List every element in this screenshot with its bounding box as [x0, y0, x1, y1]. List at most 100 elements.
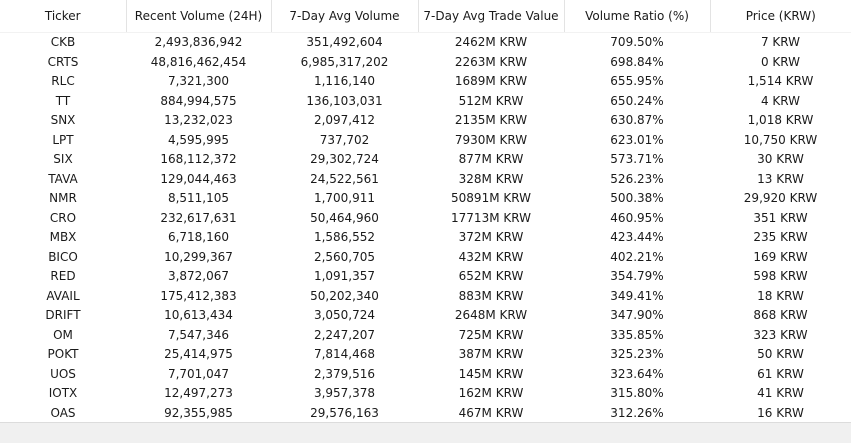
column-header-avg-trade-value[interactable]: 7-Day Avg Trade Value: [418, 0, 565, 33]
ticker-cell: BICO: [48, 249, 78, 264]
ticker-cell: LPT: [52, 132, 74, 147]
volume-ratio-cell: 315.80%: [610, 386, 664, 400]
table-row[interactable]: RLC 7,321,300 1,116,140 1689M KRW 655.95% 1,5…: [0, 72, 851, 92]
column-header-price[interactable]: Price (KRW): [710, 0, 851, 33]
volume-ratio-cell: 423.44%: [610, 230, 664, 244]
ticker-cell: NMR: [49, 191, 77, 205]
column-header-avg-volume[interactable]: 7-Day Avg Volume: [271, 0, 419, 33]
table-row[interactable]: MBX 6,718,160 1,586,552 372M KRW 423.44% 235 …: [0, 228, 851, 248]
recent-volume-cell: 3,872,067: [167, 269, 230, 283]
recent-volume-cell: 7,701,047: [167, 366, 230, 381]
volume-table: Ticker Recent Volume (24H) 7-Day Avg Vol…: [0, 0, 851, 423]
table-row[interactable]: NMR 8,511,105 1,700,911 50891M KRW 500.38% 29…: [0, 189, 851, 209]
table-row[interactable]: UOS 7,701,047 2,379,516 145M KRW 323.64% 61 K…: [0, 365, 851, 385]
recent-volume-cell: 13,232,023: [164, 113, 233, 127]
avg-trade-value-cell: 2648M KRW: [454, 308, 528, 322]
ticker-cell: DRIFT: [45, 308, 81, 322]
volume-ratio-cell: 698.84%: [610, 54, 664, 69]
table-row[interactable]: OM 7,547,346 2,247,207 725M KRW 335.85% 323 K…: [0, 326, 851, 346]
price-cell: 169 KRW: [753, 249, 808, 264]
column-header-volume-ratio[interactable]: Volume Ratio (%): [564, 0, 711, 33]
table-row[interactable]: CKB 2,493,836,942 351,492,604 2462M KRW 709.…: [0, 33, 851, 53]
table-row[interactable]: IOTX 12,497,273 3,957,378 162M KRW 315.80% 41…: [0, 384, 851, 404]
price-cell: 868 KRW: [753, 308, 808, 322]
table-row[interactable]: SNX 13,232,023 2,097,412 2135M KRW 630.87% 1,…: [0, 111, 851, 131]
ticker-cell: TAVA: [48, 171, 78, 186]
table-body: CKB 2,493,836,942 351,492,604 2462M KRW 709.…: [0, 33, 851, 423]
avg-volume-cell: 351,492,604: [306, 35, 383, 49]
avg-volume-cell: 1,586,552: [313, 230, 376, 244]
price-cell: 4 KRW: [760, 93, 801, 108]
table-row[interactable]: OAS 92,355,985 29,576,163 467M KRW 312.26% 16…: [0, 404, 851, 423]
avg-volume-cell: 2,560,705: [313, 249, 376, 264]
avg-volume-cell: 3,050,724: [313, 308, 376, 322]
recent-volume-cell: 10,613,434: [164, 308, 233, 322]
avg-volume-cell: 6,985,317,202: [300, 54, 389, 69]
price-cell: 29,920 KRW: [743, 191, 818, 205]
avg-trade-value-cell: 2263M KRW: [454, 54, 528, 69]
volume-table-panel: Ticker Recent Volume (24H) 7-Day Avg Vol…: [0, 0, 851, 423]
table-row[interactable]: BICO 10,299,367 2,560,705 432M KRW 402.21% 16…: [0, 248, 851, 268]
recent-volume-cell: 168,112,372: [160, 152, 237, 166]
table-row[interactable]: SIX 168,112,372 29,302,724 877M KRW 573.71% 3…: [0, 150, 851, 170]
volume-ratio-cell: 349.41%: [610, 288, 664, 303]
avg-volume-cell: 50,202,340: [310, 288, 379, 303]
price-cell: 16 KRW: [757, 405, 804, 420]
recent-volume-cell: 92,355,985: [164, 405, 233, 420]
price-cell: 598 KRW: [753, 269, 808, 283]
recent-volume-cell: 25,414,975: [164, 347, 233, 361]
table-row[interactable]: AVAIL 175,412,383 50,202,340 883M KRW 349.41…: [0, 287, 851, 307]
avg-trade-value-cell: 725M KRW: [458, 327, 524, 342]
volume-ratio-cell: 347.90%: [610, 308, 664, 322]
recent-volume-cell: 8,511,105: [167, 191, 230, 205]
avg-trade-value-cell: 17713M KRW: [451, 210, 531, 225]
table-row[interactable]: POKT 25,414,975 7,814,468 387M KRW 325.23% 50…: [0, 345, 851, 365]
price-cell: 7 KRW: [760, 35, 801, 49]
avg-volume-cell: 1,091,357: [313, 269, 376, 283]
price-cell: 13 KRW: [757, 171, 804, 186]
volume-ratio-cell: 312.26%: [610, 405, 664, 420]
price-cell: 1,018 KRW: [747, 113, 814, 127]
avg-trade-value-cell: 7930M KRW: [454, 132, 528, 147]
price-cell: 351 KRW: [753, 210, 808, 225]
ticker-cell: OM: [53, 327, 73, 342]
ticker-cell: CRTS: [47, 54, 79, 69]
price-cell: 10,750 KRW: [743, 132, 818, 147]
column-header-ticker[interactable]: Ticker: [0, 0, 127, 33]
avg-trade-value-cell: 145M KRW: [458, 366, 524, 381]
price-cell: 30 KRW: [757, 152, 804, 166]
ticker-cell: UOS: [50, 366, 76, 381]
avg-volume-cell: 29,576,163: [310, 405, 379, 420]
ticker-cell: IOTX: [48, 386, 78, 400]
table-row[interactable]: CRO 232,617,631 50,464,960 17713M KRW 460.95…: [0, 209, 851, 229]
avg-trade-value-cell: 50891M KRW: [451, 191, 531, 205]
table-row[interactable]: CRTS 48,816,462,454 6,985,317,202 2263M KRW…: [0, 53, 851, 73]
volume-ratio-cell: 460.95%: [610, 210, 664, 225]
volume-ratio-cell: 323.64%: [610, 366, 664, 381]
table-row[interactable]: RED 3,872,067 1,091,357 652M KRW 354.79% 598 …: [0, 267, 851, 287]
ticker-cell: OAS: [50, 405, 76, 420]
recent-volume-cell: 175,412,383: [160, 288, 237, 303]
avg-trade-value-cell: 387M KRW: [458, 347, 524, 361]
avg-volume-cell: 3,957,378: [313, 386, 376, 400]
volume-ratio-cell: 573.71%: [610, 152, 664, 166]
recent-volume-cell: 2,493,836,942: [154, 35, 243, 49]
table-row[interactable]: LPT 4,595,995 737,702 7930M KRW 623.01% 10,75…: [0, 131, 851, 151]
avg-trade-value-cell: 467M KRW: [458, 405, 524, 420]
recent-volume-cell: 7,321,300: [167, 74, 230, 88]
price-cell: 323 KRW: [753, 327, 808, 342]
ticker-cell: AVAIL: [46, 288, 80, 303]
column-header-recent-volume[interactable]: Recent Volume (24H): [126, 0, 272, 33]
ticker-cell: CRO: [49, 210, 77, 225]
table-row[interactable]: TT 884,994,575 136,103,031 512M KRW 650.24% 4…: [0, 92, 851, 112]
recent-volume-cell: 4,595,995: [167, 132, 230, 147]
price-cell: 0 KRW: [760, 54, 801, 69]
avg-trade-value-cell: 372M KRW: [458, 230, 524, 244]
table-row[interactable]: DRIFT 10,613,434 3,050,724 2648M KRW 347.90%…: [0, 306, 851, 326]
volume-ratio-cell: 354.79%: [610, 269, 664, 283]
table-row[interactable]: TAVA 129,044,463 24,522,561 328M KRW 526.23%…: [0, 170, 851, 190]
avg-trade-value-cell: 883M KRW: [458, 288, 524, 303]
price-cell: 41 KRW: [757, 386, 804, 400]
volume-ratio-cell: 650.24%: [610, 93, 664, 108]
avg-volume-cell: 29,302,724: [310, 152, 379, 166]
